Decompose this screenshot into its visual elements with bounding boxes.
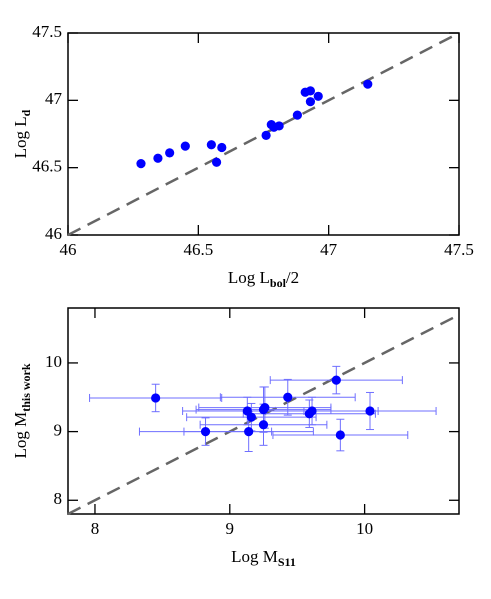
y-tick-label: 46.5 (32, 157, 62, 176)
y-tick-label: 8 (54, 489, 63, 508)
point (335, 430, 345, 440)
point (153, 153, 163, 163)
point (136, 159, 146, 169)
y-tick-label: 9 (54, 421, 63, 440)
x-tick-label: 10 (356, 519, 373, 538)
point (313, 91, 323, 101)
plot-frame (67, 307, 460, 515)
x-tick-label: 9 (226, 519, 235, 538)
axis-title-text: Log L (11, 116, 30, 158)
axis-title-subscript: bol (270, 276, 287, 290)
point (304, 409, 314, 419)
point (365, 406, 375, 416)
point (274, 121, 284, 131)
point (217, 142, 227, 153)
point (200, 427, 211, 437)
x-tick-label: 46.5 (183, 240, 213, 259)
y-tick-label: 46 (45, 224, 62, 243)
axis-title-subscript: d (19, 109, 33, 116)
y-tick-label: 10 (45, 352, 62, 371)
y-tick-label: 47 (45, 89, 63, 108)
point (165, 148, 175, 158)
axis-title-subscript: S11 (278, 555, 296, 569)
point (206, 140, 216, 150)
point (363, 79, 373, 89)
point (246, 412, 256, 422)
point (244, 427, 254, 437)
y-tick-label: 47.5 (32, 22, 62, 41)
point (283, 392, 293, 402)
point (292, 110, 302, 120)
axis-title: Log Ld (11, 109, 33, 158)
point (180, 141, 190, 151)
point (331, 375, 341, 385)
x-tick-label: 8 (91, 519, 100, 538)
point (260, 402, 270, 413)
axis-title-text: Log M (231, 547, 278, 566)
plot-frame (67, 32, 460, 236)
axis-title-subscript: this work (19, 363, 33, 412)
axis-title: Log MS11 (231, 547, 296, 569)
point (151, 393, 161, 403)
point (261, 130, 271, 140)
point (211, 157, 222, 167)
axis-title-text: Log M (11, 412, 30, 459)
x-tick-label: 47 (320, 240, 338, 259)
axis-title: Log Lbol/2 (228, 268, 299, 290)
point (305, 97, 316, 107)
axis-title-text: /2 (286, 268, 299, 287)
point (258, 420, 269, 430)
point (305, 86, 316, 96)
identity-line (67, 313, 460, 516)
x-tick-label: 46 (60, 240, 77, 259)
axis-title-text: Log L (228, 268, 270, 287)
axis-title: Log Mthis work (11, 363, 33, 458)
x-tick-label: 47.5 (444, 240, 474, 259)
